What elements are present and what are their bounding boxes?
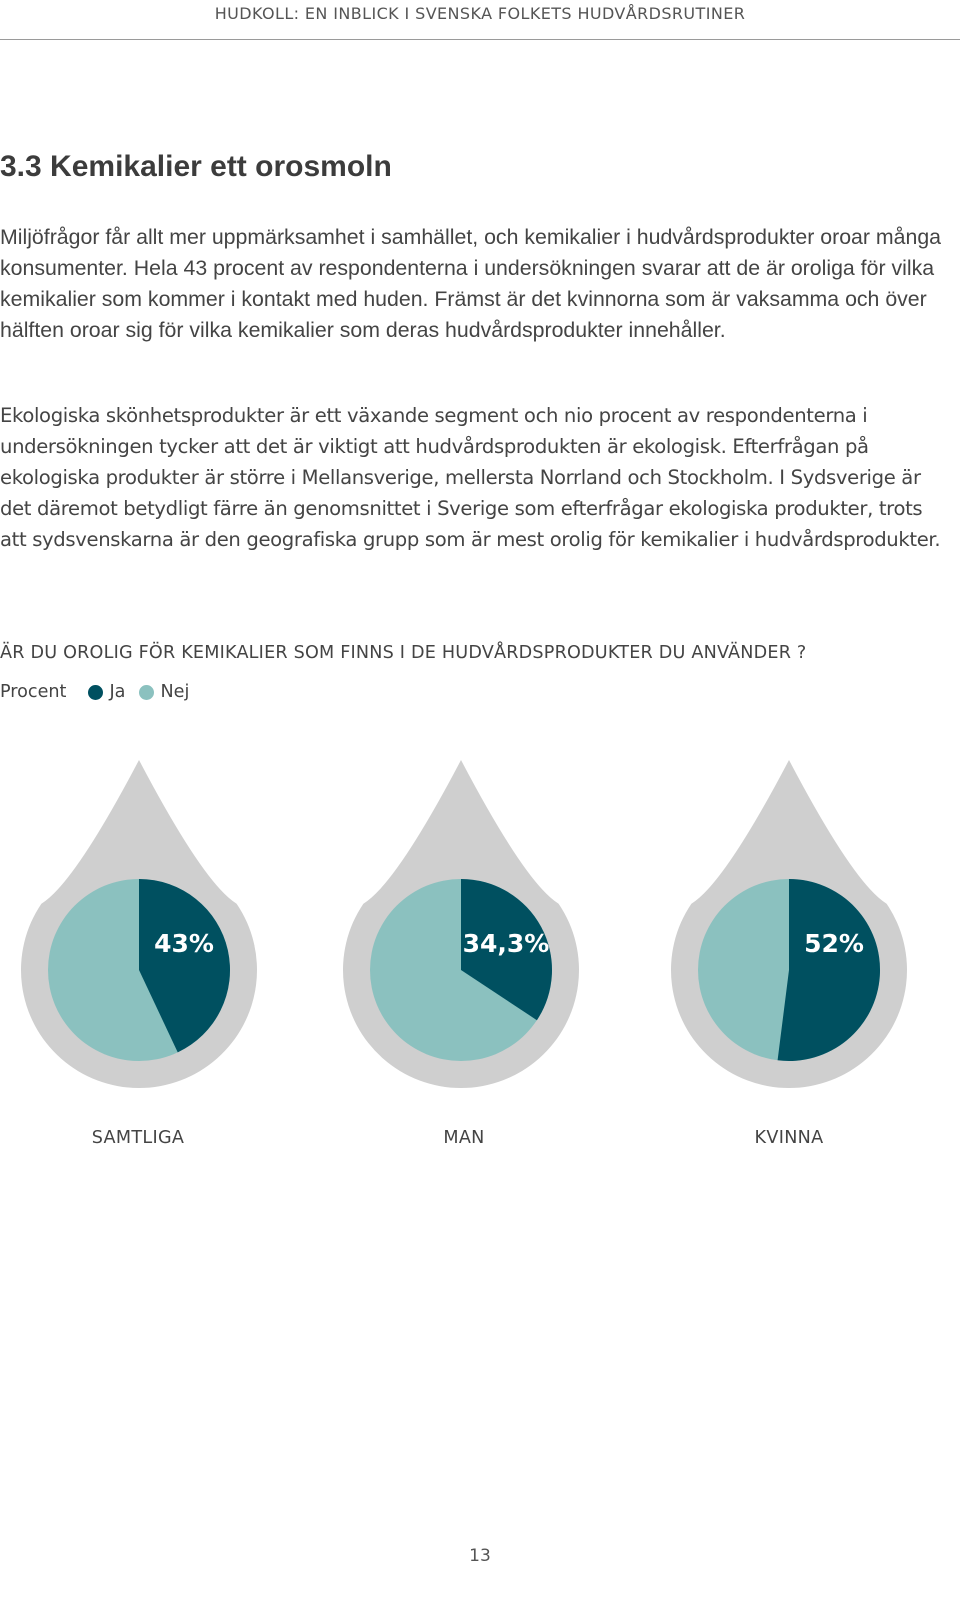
legend-swatch-ja	[88, 684, 104, 700]
page-number: 13	[469, 1546, 491, 1566]
pie-value-label-man: 34,3%	[463, 929, 550, 958]
running-title: HUDKOLL: EN INBLICK I SVENSKA FOLKETS HU…	[214, 4, 746, 23]
body-paragraph-2: Ekologiska skönhetsprodukter är ett växa…	[0, 404, 941, 551]
pie-slice-ja-man	[461, 879, 552, 1021]
section-title: 3.3 Kemikalier ett orosmoln	[0, 150, 392, 183]
pie-slice-ja-kvinna	[777, 879, 881, 1061]
legend-unit-label: Procent	[0, 682, 67, 702]
category-label-samtliga: SAMTLIGA	[91, 1128, 185, 1148]
body-paragraph-1: Miljöfrågor får allt mer uppmärksamhet i…	[0, 225, 942, 342]
legend-label-nej: Nej	[160, 682, 190, 702]
category-label-man: MAN	[443, 1128, 485, 1148]
running-header: HUDKOLL: EN INBLICK I SVENSKA FOLKETS HU…	[0, 0, 960, 40]
category-label-kvinna: KVINNA	[754, 1128, 824, 1148]
pie-value-label-kvinna: 52%	[804, 929, 864, 958]
pie-slice-ja-samtliga	[139, 879, 231, 1053]
chart-title: ÄR DU OROLIG FÖR KEMIKALIER SOM FINNS I …	[0, 643, 807, 663]
legend-item-ja: Ja	[88, 682, 125, 702]
legend-swatch-nej	[139, 684, 155, 700]
pie-value-label-samtliga: 43%	[154, 929, 214, 958]
legend-label-ja: Ja	[109, 682, 126, 702]
chart-legend: Procent Ja Nej	[0, 680, 203, 704]
legend-item-nej: Nej	[139, 682, 189, 702]
pie-charts: 43% 34,3% 52%	[21, 760, 907, 1088]
